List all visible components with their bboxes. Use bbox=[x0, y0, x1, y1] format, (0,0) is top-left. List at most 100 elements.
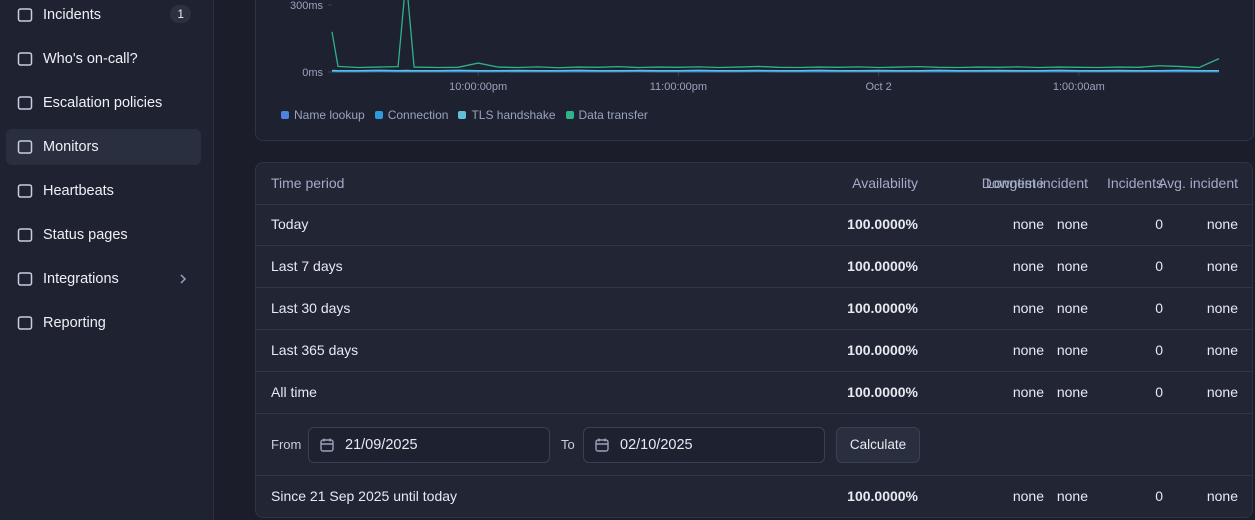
cell: none bbox=[1012, 342, 1044, 358]
cell: none bbox=[1012, 216, 1044, 232]
cell: 0 bbox=[1155, 342, 1163, 358]
nav-label: Escalation policies bbox=[43, 95, 163, 111]
chart: 0ms 300ms 10:00:00pm 11:00:00pm Oct 2 1:00:00… bbox=[290, 0, 1220, 93]
legend-swatch bbox=[565, 111, 574, 119]
date-input[interactable]: 02/10/2025 bbox=[583, 427, 825, 463]
cell: 100.0000% bbox=[847, 342, 918, 358]
nav-label: Status pages bbox=[43, 227, 128, 243]
cell: Last 365 days bbox=[271, 342, 359, 358]
cell: 100.0000% bbox=[847, 216, 918, 232]
uptime-table: Time period Availability Downtime Incidents… bbox=[255, 162, 1253, 518]
chevron bbox=[180, 274, 187, 284]
cell: Incidents bbox=[1106, 175, 1163, 191]
cell: 0 bbox=[1155, 300, 1163, 316]
cell: none bbox=[1206, 216, 1238, 232]
date-value: 21/09/2025 bbox=[345, 437, 418, 453]
nav-label: Integrations bbox=[43, 271, 119, 287]
nav-item[interactable]: Status pages bbox=[6, 217, 201, 253]
legend-swatch bbox=[281, 111, 289, 119]
cell: none bbox=[1206, 258, 1238, 274]
chart-card: 0ms 300ms 10:00:00pm 11:00:00pm Oct 2 1:00:00… bbox=[255, 0, 1254, 141]
header-row: Time period Availability Downtime Incidents… bbox=[256, 163, 1252, 205]
cell: none bbox=[1056, 488, 1088, 504]
cell: 100.0000% bbox=[847, 300, 918, 316]
cell: none bbox=[1056, 300, 1088, 316]
table-row: Last 30 days 100.0000% none 0 none none bbox=[256, 288, 1252, 330]
cell: none bbox=[1012, 258, 1044, 274]
legend: Name lookup Connection TLS handshake Data t… bbox=[281, 108, 648, 122]
cell: Time period bbox=[271, 175, 345, 191]
cell: none bbox=[1012, 300, 1044, 316]
nav-item[interactable]: Heartbeats bbox=[6, 173, 201, 209]
cell: 100.0000% bbox=[847, 488, 918, 504]
cell: All time bbox=[271, 384, 317, 400]
cell: 0 bbox=[1155, 384, 1163, 400]
table-row: Today 100.0000% none 0 none none bbox=[256, 204, 1252, 246]
cell: 100.0000% bbox=[847, 384, 918, 400]
cell: Availability bbox=[852, 175, 918, 191]
date-input[interactable]: 21/09/2025 bbox=[308, 427, 550, 463]
cell: none bbox=[1056, 258, 1088, 274]
cell: Since 21 Sep 2025 until today bbox=[271, 488, 458, 504]
legend-swatch bbox=[458, 111, 467, 119]
legend-swatch bbox=[374, 111, 383, 119]
nav-label: Heartbeats bbox=[43, 183, 114, 199]
cell: none bbox=[1056, 384, 1088, 400]
cell: none bbox=[1012, 384, 1044, 400]
legend-label: Name lookup bbox=[294, 108, 365, 122]
cell: 0 bbox=[1155, 488, 1163, 504]
nav-label: Who's on-call? bbox=[43, 51, 138, 67]
cell: Last 7 days bbox=[271, 258, 343, 274]
legend-label: Connection bbox=[387, 108, 449, 122]
table-row: All time 100.0000% none 0 none none bbox=[256, 372, 1252, 414]
legend-label: TLS handshake bbox=[471, 108, 556, 122]
to-label: To bbox=[561, 437, 575, 452]
cell: none bbox=[1056, 342, 1088, 358]
x-tick-label: 1:00:00am bbox=[1053, 81, 1105, 93]
y-tick-label: 300ms bbox=[290, 0, 324, 12]
nav-label: Monitors bbox=[43, 139, 99, 155]
summary-row: Since 21 Sep 2025 until today 100.0000% no… bbox=[256, 475, 1252, 517]
cell: none bbox=[1206, 488, 1238, 504]
legend-label: Data transfer bbox=[578, 108, 648, 122]
cell: 0 bbox=[1155, 216, 1163, 232]
cell: 100.0000% bbox=[847, 258, 918, 274]
nav-item[interactable]: Incidents 1 bbox=[6, 0, 201, 33]
legend-item: TLS handshake bbox=[458, 108, 556, 122]
nav-label: Incidents bbox=[43, 7, 102, 23]
cell: none bbox=[1012, 488, 1044, 504]
nav-item[interactable]: Who's on-call? bbox=[6, 41, 201, 77]
legend-item: Name lookup bbox=[281, 108, 365, 122]
y-tick-label: 0ms bbox=[302, 67, 323, 79]
legend-item: Data transfer bbox=[565, 108, 648, 122]
cell: none bbox=[1206, 300, 1238, 316]
nav-label: Reporting bbox=[43, 315, 106, 331]
x-tick-label: Oct 2 bbox=[865, 81, 891, 93]
cell: none bbox=[1056, 216, 1088, 232]
cell: 0 bbox=[1155, 258, 1163, 274]
legend-item: Connection bbox=[374, 108, 449, 122]
nav-item[interactable]: Integrations bbox=[6, 261, 201, 297]
sidebar: Incidents 1 Who's on-call? Escalation polic… bbox=[0, 0, 214, 520]
nav-item[interactable]: Escalation policies bbox=[6, 85, 201, 121]
series-line bbox=[331, 0, 1220, 69]
date-value: 02/10/2025 bbox=[620, 437, 693, 453]
cell: Longest incident bbox=[986, 175, 1088, 191]
cell: Today bbox=[271, 216, 309, 232]
x-tick-label: 10:00:00pm bbox=[449, 81, 507, 93]
cell: Downtime bbox=[981, 175, 1044, 191]
cell: none bbox=[1206, 384, 1238, 400]
nav-item[interactable]: Monitors bbox=[6, 129, 201, 165]
table-row: Last 365 days 100.0000% none 0 none none bbox=[256, 330, 1252, 372]
cell: none bbox=[1206, 342, 1238, 358]
calculate-button[interactable]: Calculate bbox=[836, 427, 920, 463]
x-tick-label: 11:00:00pm bbox=[650, 81, 707, 93]
table-row: Last 7 days 100.0000% none 0 none none bbox=[256, 246, 1252, 288]
from-label: From bbox=[271, 437, 302, 452]
cell: Last 30 days bbox=[271, 300, 351, 316]
badge: 1 bbox=[170, 5, 191, 23]
cell: Avg. incident bbox=[1158, 175, 1238, 191]
nav-item[interactable]: Reporting bbox=[6, 305, 201, 341]
range-row: From 21/09/2025 To 02/10/2025 Calculate bbox=[256, 414, 1252, 476]
